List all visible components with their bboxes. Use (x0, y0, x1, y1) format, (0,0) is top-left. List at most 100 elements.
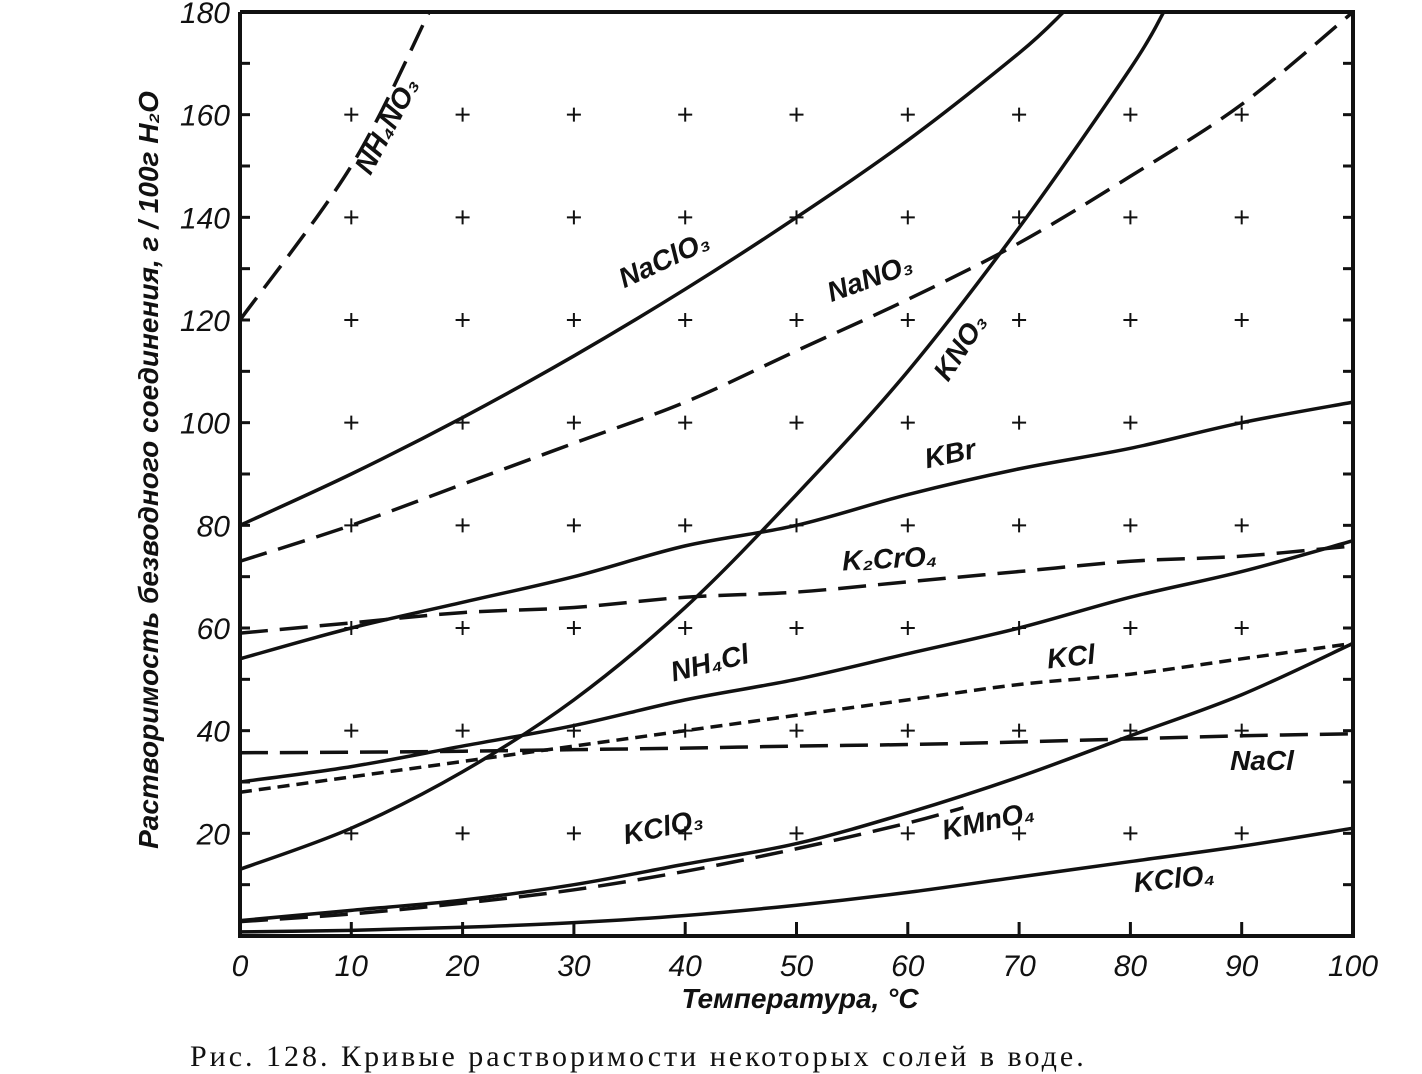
grid-plus-marker (1123, 107, 1138, 122)
x-tick-label: 60 (891, 950, 925, 983)
grid-plus-marker (789, 723, 804, 738)
grid-plus-marker (1012, 313, 1027, 327)
series-label: KCl (1045, 638, 1097, 674)
grid-plus-marker (678, 621, 693, 635)
axes (238, 10, 1355, 938)
grid-plus-marker (344, 107, 359, 122)
x-axis-title: Температура, °C (681, 983, 919, 1014)
grid-plus-marker (900, 210, 915, 225)
y-tick-label: 40 (197, 716, 231, 749)
grid-plus-marker (789, 621, 804, 635)
series-label: NaCl (1230, 745, 1295, 776)
y-tick-label: 100 (180, 408, 230, 441)
series-line-9 (239, 641, 1354, 923)
grid-plus-marker (678, 518, 693, 533)
x-tick-label: 10 (335, 950, 369, 983)
grid-plus-marker (566, 415, 581, 430)
y-axis-title: Растворимость безводного соединения, г /… (133, 91, 164, 849)
x-tick-label: 70 (1002, 950, 1036, 983)
grid-plus-marker (900, 826, 915, 841)
x-tick-label: 40 (669, 950, 703, 983)
grid-plus-marker (566, 210, 581, 225)
grid-plus-markers (344, 107, 1249, 841)
x-tick-label: 0 (232, 950, 249, 983)
grid-plus-marker (900, 415, 915, 430)
grid-plus-marker (1123, 621, 1138, 635)
grid-plus-marker (455, 210, 470, 225)
grid-plus-marker (1123, 826, 1138, 841)
y-tick-label: 180 (180, 0, 230, 30)
grid-plus-marker (1012, 826, 1027, 841)
y-tick-label: 60 (197, 613, 231, 646)
grid-plus-marker (900, 313, 915, 327)
grid-plus-marker (900, 107, 915, 122)
plot-frame (238, 10, 1355, 938)
x-tick-labels: 0 10 20 30 40 50 60 70 80 90 100 (232, 950, 1379, 983)
grid-plus-marker (344, 723, 359, 738)
grid-plus-marker (1123, 415, 1138, 430)
grid-plus-marker (455, 313, 470, 327)
grid-plus-marker (455, 723, 470, 738)
series-label: NaNO₃ (823, 248, 917, 307)
series-line-1 (239, 10, 1065, 527)
grid-plus-marker (1234, 621, 1249, 635)
grid-plus-marker (344, 415, 359, 430)
series-line-11 (239, 826, 1354, 934)
grid-plus-marker (1234, 826, 1249, 841)
grid-plus-marker (678, 415, 693, 430)
x-tick-label: 50 (780, 950, 814, 983)
series-label: NaClO₃ (614, 225, 715, 294)
grid-plus-marker (566, 313, 581, 327)
grid-plus-marker (1123, 210, 1138, 225)
figure-caption: Рис. 128. Кривые растворимости некоторых… (190, 1040, 1087, 1073)
series-line-3 (239, 11, 1166, 871)
x-tick-label: 80 (1114, 950, 1148, 983)
series-line-8 (239, 731, 1354, 755)
grid-plus-marker (789, 107, 804, 122)
grid-plus-marker (455, 518, 470, 533)
grid-plus-marker (566, 826, 581, 841)
grid-plus-marker (678, 210, 693, 225)
series-label: NH₄Cl (667, 638, 753, 688)
series-label: KClO₃ (620, 803, 706, 850)
series-line-10 (239, 805, 964, 924)
y-tick-label: 140 (180, 202, 230, 235)
grid-plus-marker (678, 313, 693, 327)
grid-plus-marker (900, 723, 915, 738)
grid-plus-marker (1012, 210, 1027, 225)
grid-plus-marker (789, 313, 804, 327)
series-label: NH₄NO₃ (348, 72, 424, 179)
y-tick-label: 20 (196, 818, 231, 851)
series-line-5 (239, 544, 1354, 635)
y-tick-label: 160 (180, 100, 230, 133)
grid-plus-marker (1234, 210, 1249, 225)
grid-plus-marker (566, 518, 581, 533)
series-label: KNO₃ (927, 308, 993, 386)
grid-plus-marker (1012, 518, 1027, 533)
series-label: KBr (922, 433, 981, 474)
grid-plus-marker (1012, 107, 1027, 122)
grid-plus-marker (566, 107, 581, 122)
y-tick-label: 120 (180, 305, 230, 338)
grid-plus-marker (344, 210, 359, 225)
grid-plus-marker (789, 826, 804, 841)
x-tick-label: 20 (445, 950, 480, 983)
series-label: K₂CrO₄ (841, 541, 938, 577)
y-tick-label: 80 (197, 510, 231, 543)
grid-plus-marker (455, 107, 470, 122)
grid-plus-marker (1123, 313, 1138, 327)
series-line-6 (239, 539, 1354, 784)
y-tick-labels: 20 40 60 80 100 120 140 160 180 (180, 0, 230, 851)
x-tick-label: 30 (557, 950, 591, 983)
x-tick-label: 100 (1328, 950, 1378, 983)
grid-plus-marker (1234, 313, 1249, 327)
grid-plus-marker (1234, 518, 1249, 533)
grid-plus-marker (566, 621, 581, 635)
grid-plus-marker (1012, 723, 1027, 738)
grid-plus-marker (678, 107, 693, 122)
series-curves (238, 10, 1355, 934)
grid-plus-marker (1123, 518, 1138, 533)
grid-plus-marker (678, 826, 693, 841)
